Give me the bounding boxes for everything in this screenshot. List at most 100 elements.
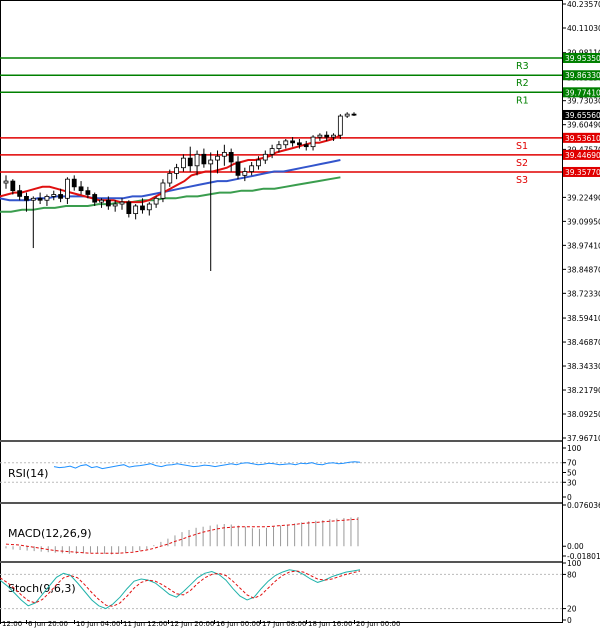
stoch-tick-label: 100 <box>567 559 582 568</box>
candle-down <box>201 153 207 165</box>
macd-label: MACD(12,26,9) <box>8 527 92 540</box>
level-label: S1 <box>516 141 528 152</box>
price-tick-label: 38.84870 <box>567 265 600 274</box>
price-tick-label: 40.11030 <box>567 24 600 33</box>
price-tick-label: 39.47570 <box>567 145 600 154</box>
candle-up <box>153 197 159 205</box>
candle-up <box>242 171 248 176</box>
candle-down <box>24 195 29 201</box>
candle-up <box>310 136 316 148</box>
time-tick-label: 18 Jun 16:00 <box>308 620 352 628</box>
candle-up <box>249 165 255 172</box>
rsi-tick-label: 30 <box>567 478 577 487</box>
candle-up <box>221 151 227 157</box>
level-tag-label: 39.44690 <box>565 151 600 160</box>
candle-up <box>174 167 179 174</box>
panel-separator <box>0 561 562 563</box>
stoch-tick-label: 20 <box>567 605 577 614</box>
candle-up <box>276 144 282 149</box>
price-tick-label: 38.09250 <box>567 410 600 419</box>
time-tick-label: 12 Jun 20:00 <box>170 620 214 628</box>
price-tick-label: 39.60490 <box>567 121 600 130</box>
current-price-tag <box>563 109 600 120</box>
candle-up <box>181 157 186 169</box>
level-tag-label: 39.77410 <box>565 88 600 97</box>
level-tag <box>563 166 600 177</box>
level-tag <box>563 52 600 63</box>
candle-up <box>256 159 261 167</box>
price-tick-label: 39.22490 <box>567 193 600 202</box>
candle-up <box>167 173 173 184</box>
level-label: S2 <box>516 158 528 169</box>
candle-down <box>126 201 132 215</box>
level-tag <box>563 149 600 160</box>
ma-red-line <box>0 134 341 204</box>
candle-down <box>324 134 330 138</box>
candle-up <box>262 153 268 161</box>
candle-up <box>112 203 118 207</box>
price-tick-label: 38.72330 <box>567 289 600 298</box>
time-tick-label: 12:00 <box>2 620 22 628</box>
candle-down <box>37 197 43 201</box>
panel-separator <box>0 440 562 442</box>
candle-up <box>133 205 139 215</box>
candle-up <box>51 194 57 197</box>
time-tick-label: 11 Jun 12:00 <box>123 620 167 628</box>
candle-down <box>71 178 77 188</box>
level-tag-label: 39.53610 <box>565 134 600 143</box>
moving-averages <box>0 134 341 213</box>
candle-up <box>344 113 350 117</box>
candle-down <box>290 140 295 144</box>
ma-blue-line <box>0 159 341 202</box>
panel-separator <box>0 502 562 504</box>
price-tick-label: 39.73030 <box>567 97 600 106</box>
rsi-tick-label: 70 <box>567 459 577 468</box>
candle-up <box>215 155 220 161</box>
level-tag-label: 39.35770 <box>565 168 600 177</box>
stoch-main-line <box>0 569 361 610</box>
current-price-label: 39.65560 <box>565 111 600 120</box>
time-tick-label: 10 Jun 04:00 <box>76 620 120 628</box>
rsi-tick-label: 0 <box>567 493 572 502</box>
macd-tick-label: -0.018013 <box>567 552 600 561</box>
candle-up <box>3 180 9 184</box>
rsi-tick-label: 100 <box>567 444 582 453</box>
candle-up <box>337 115 343 136</box>
level-label: R2 <box>516 78 529 89</box>
macd-signal-line <box>5 518 359 554</box>
candle-up <box>283 140 289 146</box>
candle-up <box>44 195 50 201</box>
stoch-signal-line <box>0 570 361 607</box>
candle-down <box>92 194 98 203</box>
candle-down <box>17 190 23 197</box>
candlesticks <box>3 112 357 272</box>
candle-down <box>297 142 302 146</box>
price-tick-label: 38.59410 <box>567 314 600 323</box>
support-resistance-levels: 39.95350 R3 39.86330 R2 39.77410 R1 39.53610 S1… <box>0 52 600 186</box>
candle-up <box>331 134 336 138</box>
candle-down <box>58 194 63 199</box>
panel-frame <box>0 440 563 503</box>
time-tick-label: 17 Jun 08:00 <box>262 620 306 628</box>
level-tag <box>563 87 600 98</box>
stoch-label: Stoch(9,6,3) <box>8 582 76 595</box>
macd-panel: MACD(12,26,9) 0.076036 0.00-0.018013 <box>5 501 600 561</box>
price-tick-label: 38.46870 <box>567 338 600 347</box>
candle-down <box>235 161 241 176</box>
ma-green-line <box>0 176 341 213</box>
level-label: R1 <box>516 95 529 106</box>
level-tag-label: 39.86330 <box>565 71 600 80</box>
time-tick-label: 16 Jun 00:00 <box>216 620 260 628</box>
candle-up <box>65 178 70 199</box>
macd-tick-label: 0.00 <box>567 542 584 551</box>
stoch-tick-label: 0 <box>567 616 572 625</box>
price-tick-label: 38.97410 <box>567 241 600 250</box>
rsi-tick-label: 50 <box>567 469 577 478</box>
price-tick-label: 39.09950 <box>567 217 600 226</box>
time-tick-label: 6 Jun 20:00 <box>28 620 68 628</box>
time-tick-label: 20 Jun 00:00 <box>356 620 400 628</box>
price-tick-label: 37.96710 <box>567 434 600 443</box>
candle-up <box>269 148 275 155</box>
candle-down <box>10 180 16 192</box>
